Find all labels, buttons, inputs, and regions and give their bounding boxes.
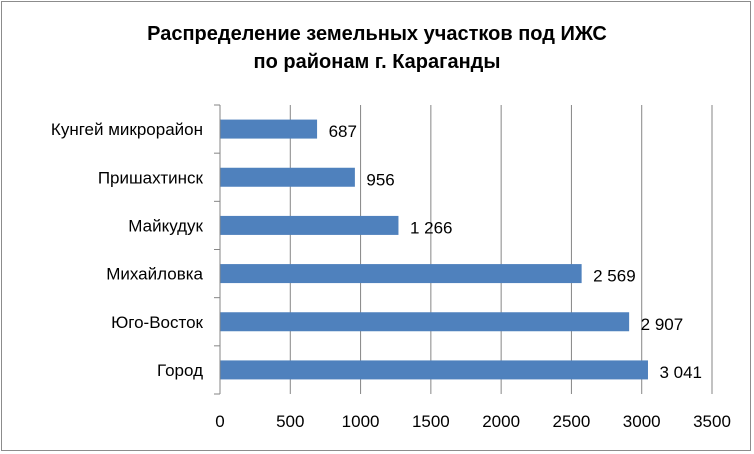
chart-title-line1: Распределение земельных участков под ИЖС <box>147 23 607 45</box>
category-label: Город <box>157 361 203 380</box>
category-label: Михайловка <box>106 265 203 284</box>
x-tick-label: 2500 <box>553 412 591 431</box>
value-label: 2 569 <box>593 267 636 286</box>
value-label: 3 041 <box>659 363 702 382</box>
x-tick-label: 2000 <box>482 412 520 431</box>
category-label: Майкудук <box>128 216 203 235</box>
bar <box>220 119 318 139</box>
bar <box>220 167 355 187</box>
value-label: 2 907 <box>641 315 684 334</box>
category-label: Пришахтинск <box>98 168 204 187</box>
bar <box>220 215 399 235</box>
bar <box>220 312 630 332</box>
x-tick-label: 0 <box>215 412 224 431</box>
bar <box>220 264 582 284</box>
chart-title: Распределение земельных участков под ИЖС… <box>0 20 754 76</box>
value-label: 956 <box>366 170 394 189</box>
x-tick-label: 3000 <box>623 412 661 431</box>
x-tick-label: 1000 <box>342 412 380 431</box>
category-label: Кунгей микрорайон <box>51 120 203 139</box>
x-tick-label: 1500 <box>412 412 450 431</box>
chart-title-line2: по районам г. Караганды <box>253 51 501 73</box>
category-label: Юго-Восток <box>111 313 203 332</box>
x-tick-label: 500 <box>276 412 304 431</box>
bar <box>220 360 648 380</box>
value-label: 1 266 <box>410 218 453 237</box>
value-label: 687 <box>329 122 357 141</box>
x-tick-label: 3500 <box>693 412 731 431</box>
